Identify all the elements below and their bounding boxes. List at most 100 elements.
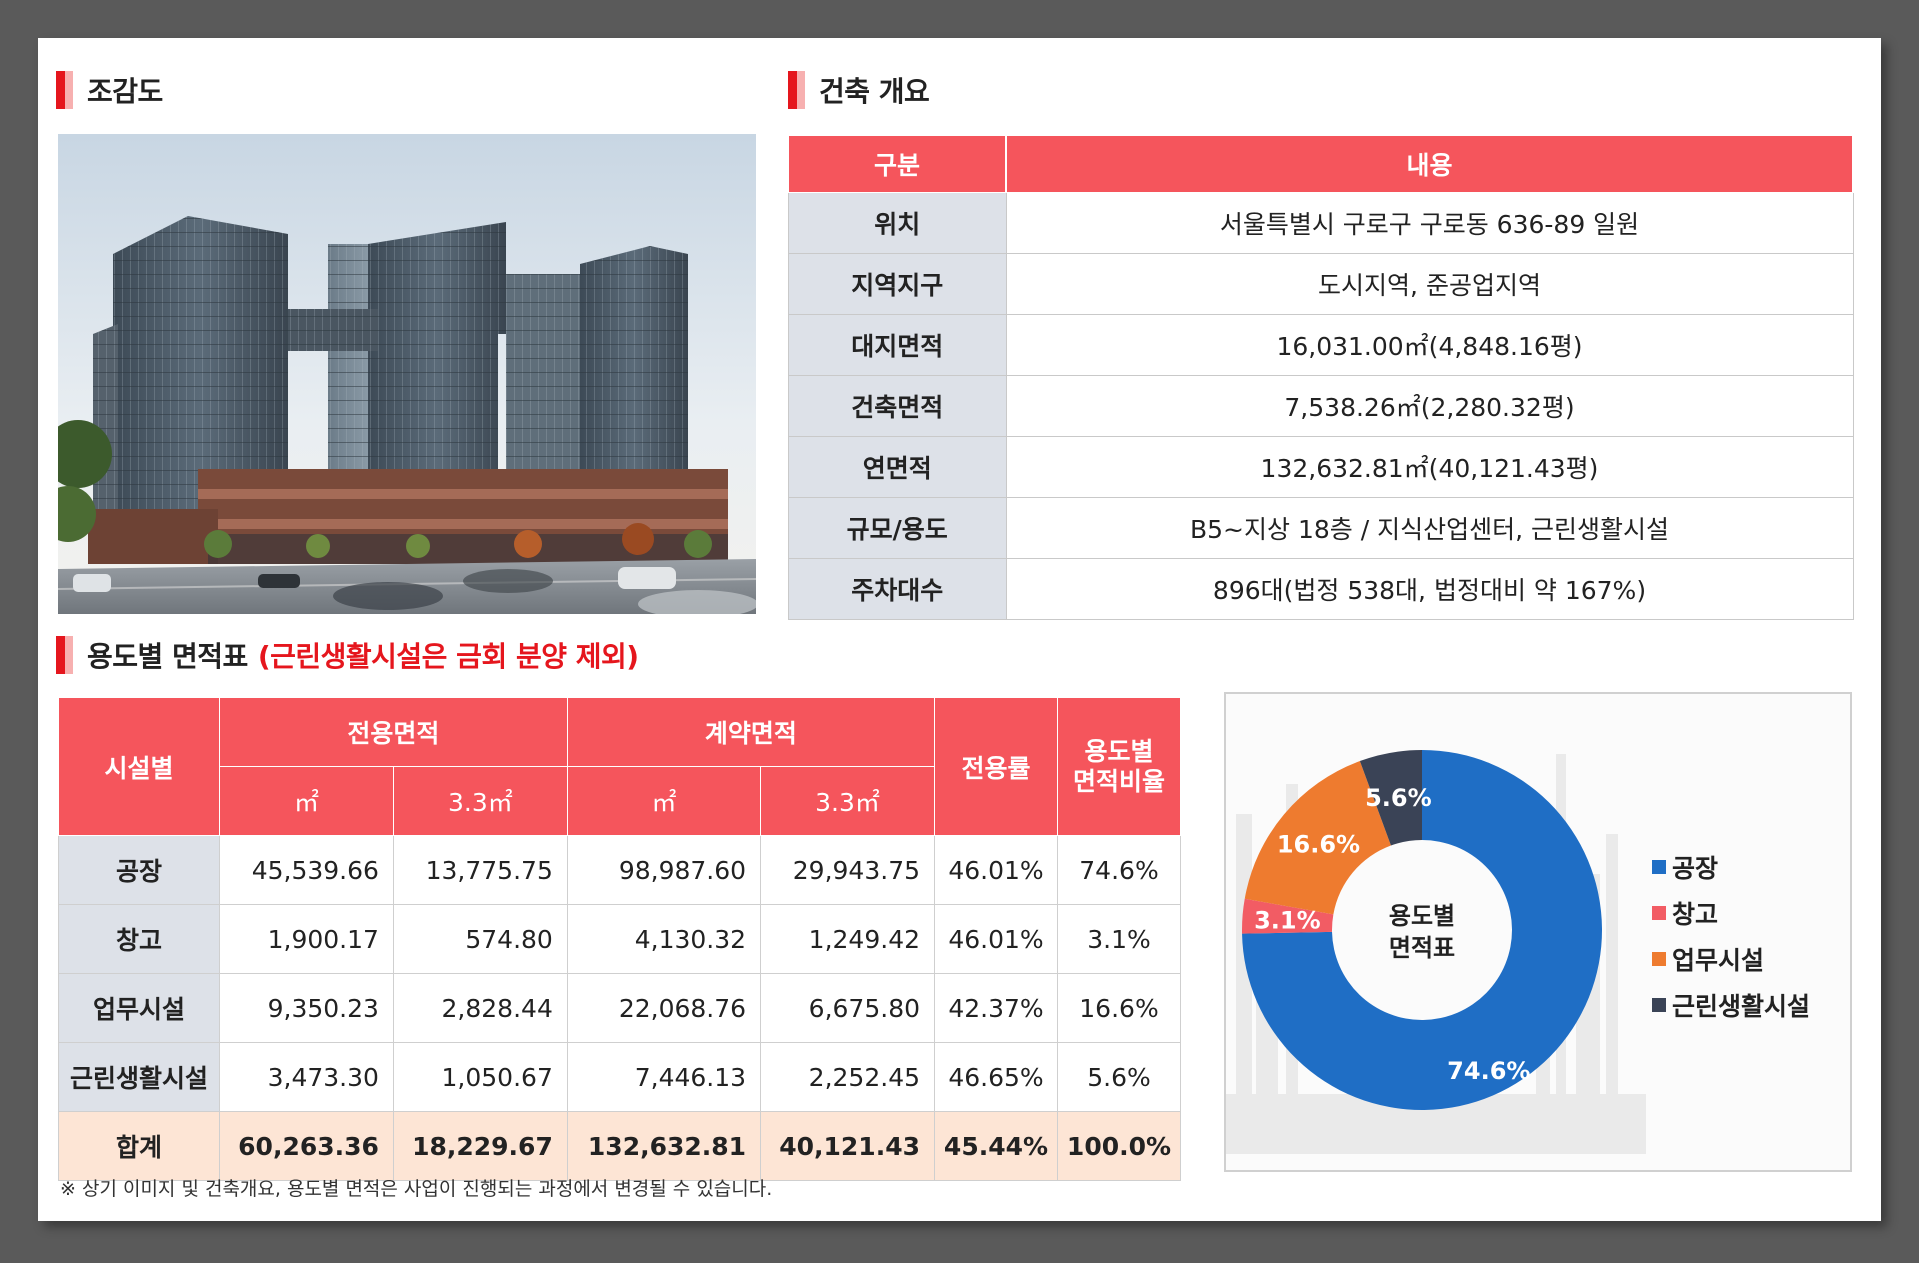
footnote: ※ 상기 이미지 및 건축개요, 용도별 면적은 사업이 진행되는 과정에서 변… [60,1178,773,1200]
table-row: 공장 45,539.66 13,775.75 98,987.60 29,943.… [58,835,1181,905]
chart-legend: 공장 창고 업무시설 근린생활시설 [1652,844,1810,1028]
donut-slice-창고 [1242,898,1334,934]
overview-row: 주차대수 896대(법정 538대, 법정대비 약 167%) [788,558,1854,620]
facility-name: 업무시설 [58,973,220,1043]
contract-py: 29,943.75 [760,835,935,905]
donut-slice-공장 [1242,750,1602,1110]
overview-header-category: 구분 [788,135,1007,193]
exclusive-py: 2,828.44 [392,973,568,1043]
overview-key: 지역지구 [788,253,1007,315]
aerial-title-text: 조감도 [87,75,163,108]
exclusive-py: 1,050.67 [392,1042,568,1112]
overview-value: 7,538.26㎡(2,280.32평) [1006,375,1854,437]
total-contract-m2: 132,632.81 [566,1111,762,1181]
facility-name: 근린생활시설 [58,1042,220,1112]
contract-py: 2,252.45 [760,1042,935,1112]
aerial-section-title: 조감도 [56,70,163,110]
donut-slice-label: 3.1% [1254,907,1321,935]
legend-item: 업무시설 [1652,936,1810,982]
legend-swatch [1652,860,1666,874]
title-marker [788,71,797,109]
overview-value: B5~지상 18층 / 지식산업센터, 근린생활시설 [1006,497,1854,559]
donut-slice-label: 5.6% [1365,784,1432,812]
title-marker-light [65,71,73,109]
exclusive-m2: 1,900.17 [219,904,394,974]
title-marker [56,636,65,674]
area-header-exclusive: 전용면적 [219,697,568,767]
legend-swatch [1652,906,1666,920]
area-header-row-2: ㎡ 3.3㎡ ㎡ 3.3㎡ [59,766,1181,836]
contract-m2: 7,446.13 [566,1042,762,1112]
document-page: 조감도 [38,38,1881,1221]
donut-center-label-2: 면적표 [1389,934,1455,962]
overview-row: 연면적 132,632.81㎡(40,121.43평) [788,436,1854,498]
legend-item: 창고 [1652,890,1810,936]
exclusive-py: 574.80 [392,904,568,974]
overview-row: 규모/용도 B5~지상 18층 / 지식산업센터, 근린생활시설 [788,497,1854,559]
area-share: 5.6% [1057,1042,1181,1112]
unit-py-header: 3.3㎡ [392,766,568,836]
unit-m2-header: ㎡ [566,766,762,836]
donut-slice-업무시설 [1244,761,1391,915]
legend-label: 업무시설 [1672,946,1765,975]
legend-label: 창고 [1672,900,1719,929]
overview-row: 지역지구 도시지역, 준공업지역 [788,253,1854,315]
area-share: 74.6% [1057,835,1181,905]
donut-slices [1242,750,1602,1110]
total-exclusive-m2: 60,263.36 [219,1111,394,1181]
overview-value: 서울특별시 구로구 구로동 636-89 일원 [1006,192,1854,254]
area-header-share: 용도별 면적비율 [1057,697,1181,836]
total-contract-py: 40,121.43 [760,1111,935,1181]
total-row: 합계 60,263.36 18,229.67 132,632.81 40,121… [58,1111,1181,1181]
overview-key: 대지면적 [788,314,1007,376]
area-share: 3.1% [1057,904,1181,974]
area-title-note: (근린생활시설은 금회 분양 제외) [257,640,639,673]
area-header-facility: 시설별 [58,697,220,836]
legend-item: 공장 [1652,844,1810,890]
exclusive-ratio: 46.65% [934,1042,1058,1112]
overview-row: 위치 서울특별시 구로구 구로동 636-89 일원 [788,192,1854,254]
total-share: 100.0% [1057,1111,1181,1181]
overview-row: 건축면적 7,538.26㎡(2,280.32평) [788,375,1854,437]
legend-label: 공장 [1672,854,1719,883]
exclusive-m2: 3,473.30 [219,1042,394,1112]
legend-item: 근린생활시설 [1652,982,1810,1028]
area-by-use-table: 시설별 전용면적 계약면적 전용률 용도별 면적비율 ㎡ 3.3㎡ ㎡ 3.3㎡… [58,697,1181,1181]
unit-m2-header: ㎡ [219,766,394,836]
donut-slice-label: 16.6% [1277,830,1360,858]
area-header-share-line1: 용도별 [1084,736,1154,766]
total-ratio: 45.44% [934,1111,1058,1181]
area-header-ratio: 전용률 [934,697,1058,836]
donut-slice-label: 74.6% [1447,1057,1530,1085]
exclusive-m2: 45,539.66 [219,835,394,905]
overview-title-text: 건축 개요 [819,75,930,108]
donut-slice-근린생활시설 [1359,750,1422,846]
area-header-row-1: 시설별 전용면적 계약면적 전용률 용도별 면적비율 [58,697,1181,836]
title-marker-light [797,71,805,109]
overview-header-row: 구분 내용 [788,135,1854,193]
overview-key: 규모/용도 [788,497,1007,559]
exclusive-ratio: 42.37% [934,973,1058,1043]
legend-swatch [1652,952,1666,966]
donut-chart: 74.6% 3.1% 16.6%5.6% 용도별 면적표 [1226,750,1646,1154]
legend-swatch [1652,998,1666,1012]
building-overview-table: 구분 내용 위치 서울특별시 구로구 구로동 636-89 일원 지역지구 도시… [788,135,1854,620]
overview-value: 16,031.00㎡(4,848.16평) [1006,314,1854,376]
exclusive-ratio: 46.01% [934,904,1058,974]
donut-slice-labels: 74.6% 3.1% 16.6%5.6% [1254,784,1530,1085]
aerial-view-image [58,134,756,614]
area-header-contract: 계약면적 [566,697,936,767]
area-share: 16.6% [1057,973,1181,1043]
exclusive-ratio: 46.01% [934,835,1058,905]
overview-key: 연면적 [788,436,1007,498]
contract-py: 6,675.80 [760,973,935,1043]
overview-value: 896대(법정 538대, 법정대비 약 167%) [1006,558,1854,620]
overview-value: 도시지역, 준공업지역 [1006,253,1854,315]
overview-value: 132,632.81㎡(40,121.43평) [1006,436,1854,498]
unit-py-header: 3.3㎡ [760,766,935,836]
overview-row: 대지면적 16,031.00㎡(4,848.16평) [788,314,1854,376]
contract-m2: 22,068.76 [566,973,762,1043]
exclusive-m2: 9,350.23 [219,973,394,1043]
table-row: 업무시설 9,350.23 2,828.44 22,068.76 6,675.8… [58,973,1181,1043]
facility-name: 창고 [58,904,220,974]
